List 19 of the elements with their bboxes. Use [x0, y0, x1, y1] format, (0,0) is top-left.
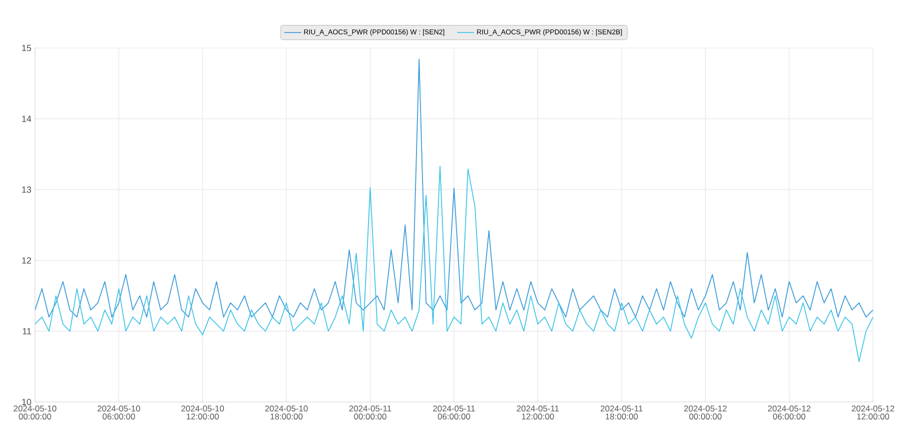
x-tick-label: 2024-05-11 12:00:00: [516, 406, 559, 420]
x-tick-label: 2024-05-12 06:00:00: [768, 406, 810, 420]
x-tick-label: 2024-05-11 06:00:00: [433, 406, 475, 420]
x-tick-label: 2024-05-10 06:00:00: [98, 406, 140, 420]
y-tick-label: 15: [22, 44, 32, 52]
x-tick-label: 2024-05-11 00:00:00: [349, 406, 392, 420]
y-tick-label: 12: [22, 257, 32, 264]
x-tick-label: 2024-05-10 18:00:00: [265, 406, 308, 420]
y-tick-label: 13: [22, 186, 32, 193]
x-tick-label: 2024-05-12 00:00:00: [684, 406, 727, 420]
line-series: [35, 58, 874, 318]
y-tick-label: 10: [22, 398, 32, 406]
x-tick-label: 2024-05-10 00:00:00: [14, 406, 56, 420]
line-series: [35, 166, 874, 362]
x-tick-label: 2024-05-12 12:00:00: [852, 406, 894, 420]
x-tick-label: 2024-05-10 12:00:00: [181, 406, 224, 420]
y-tick-label: 14: [22, 116, 32, 122]
y-tick-label: 11: [22, 328, 32, 334]
x-tick-label: 2024-05-11 18:00:00: [600, 406, 643, 420]
